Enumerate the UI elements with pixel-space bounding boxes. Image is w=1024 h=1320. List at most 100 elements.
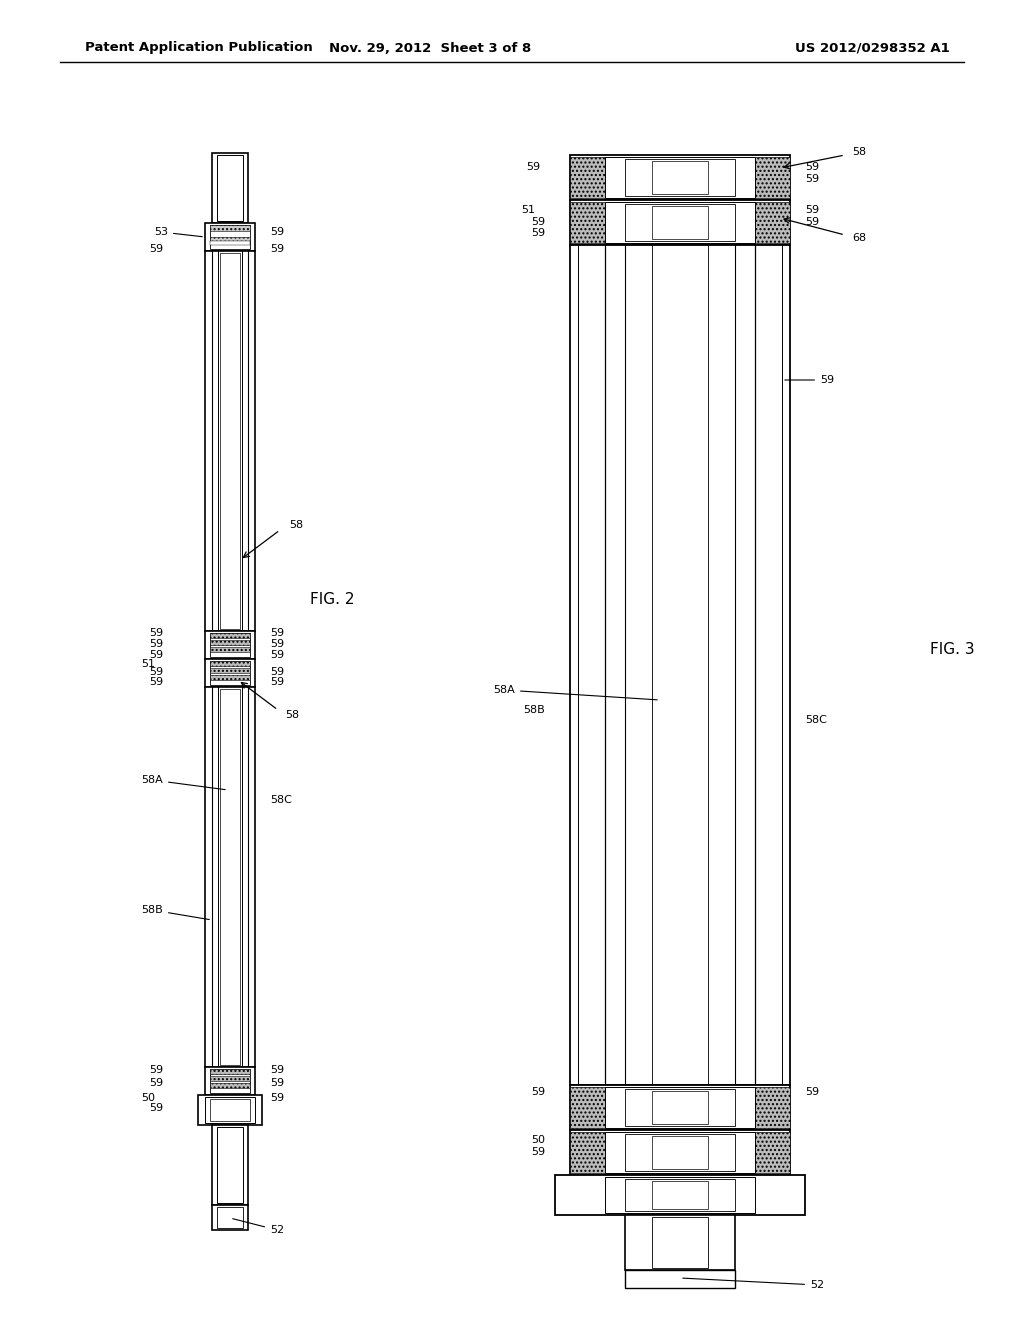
Bar [220,253,240,630]
Bar [625,1179,735,1210]
Bar [210,1076,250,1081]
Bar [217,154,243,220]
Bar [205,223,255,251]
Bar [220,689,240,1065]
Text: FIG. 3: FIG. 3 [930,643,975,657]
Bar [210,661,250,667]
Bar [212,1205,248,1230]
Bar [570,1085,790,1130]
Text: 68: 68 [852,234,866,243]
Text: FIG. 2: FIG. 2 [310,593,354,607]
Bar [570,246,790,1085]
Bar [605,1086,755,1129]
Text: 58A: 58A [141,775,225,789]
Bar [210,1069,250,1074]
Bar [205,659,255,686]
Text: 59: 59 [270,227,284,238]
Text: 58A: 58A [494,685,657,700]
Bar [210,634,250,638]
Bar [570,201,790,246]
Bar [210,242,250,246]
Bar [210,675,250,680]
Bar [570,1130,790,1175]
Bar [755,1086,790,1129]
Bar [570,1133,605,1173]
Bar [210,1100,250,1121]
Bar [205,1097,255,1123]
Bar [652,1181,708,1209]
Text: 59: 59 [270,1065,284,1074]
Text: 59: 59 [784,375,835,385]
Bar [652,161,708,194]
Bar [205,686,255,1067]
Bar [570,154,790,201]
Bar [625,1134,735,1171]
Text: 59: 59 [148,1078,163,1088]
Text: 59: 59 [805,205,819,215]
Text: 59: 59 [805,174,819,183]
Bar [210,668,250,673]
Text: 53: 53 [154,227,202,238]
Text: 59: 59 [805,1086,819,1097]
Bar [755,1133,790,1173]
Text: 52: 52 [232,1218,284,1236]
Text: 58: 58 [289,520,303,531]
Text: 59: 59 [530,1086,545,1097]
Text: 59: 59 [148,639,163,649]
Bar [198,1096,262,1125]
Text: 59: 59 [526,162,540,172]
Bar [652,206,708,239]
Bar [605,157,755,198]
Bar [212,1125,248,1205]
Bar [212,153,248,223]
Text: 59: 59 [148,244,163,253]
Bar [755,157,790,198]
Bar [217,1206,243,1228]
Text: 52: 52 [683,1278,824,1290]
Bar [652,1217,708,1269]
Bar [210,640,250,645]
Bar [570,1086,605,1129]
Bar [555,1175,805,1214]
Bar [210,224,250,231]
Bar [625,158,735,195]
Bar [625,1089,735,1126]
Bar [570,157,605,198]
Text: 59: 59 [270,244,284,253]
Text: 59: 59 [270,677,284,686]
Text: 59: 59 [148,677,163,686]
Text: 58: 58 [285,710,299,719]
Text: 59: 59 [270,639,284,649]
Text: 58C: 58C [805,715,826,725]
Text: Nov. 29, 2012  Sheet 3 of 8: Nov. 29, 2012 Sheet 3 of 8 [329,41,531,54]
Text: US 2012/0298352 A1: US 2012/0298352 A1 [796,41,950,54]
Text: 59: 59 [148,649,163,660]
Bar [210,238,250,243]
Text: 50: 50 [141,1093,155,1104]
Bar [625,205,735,242]
Bar [652,1092,708,1125]
Bar [625,1270,735,1288]
Bar [210,634,250,657]
Text: 59: 59 [148,667,163,677]
Bar [210,647,250,652]
Bar [625,1214,735,1270]
Bar [755,202,790,243]
Bar [605,202,755,243]
Bar [205,251,255,631]
Text: 59: 59 [530,228,545,238]
Bar [205,1067,255,1096]
Bar [210,224,250,249]
Text: 58B: 58B [141,906,209,920]
Text: 59: 59 [270,1093,284,1104]
Text: 51: 51 [141,659,155,669]
Bar [205,631,255,659]
Text: 59: 59 [270,649,284,660]
Text: 58: 58 [852,147,866,157]
Bar [217,1127,243,1203]
Bar [570,202,605,243]
Text: 59: 59 [805,162,819,172]
Text: 59: 59 [530,1147,545,1158]
Bar [605,1133,755,1173]
Bar [652,1137,708,1170]
